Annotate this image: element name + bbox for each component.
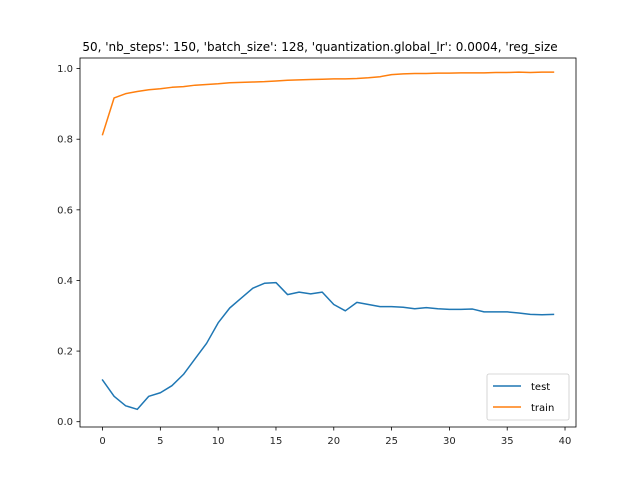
legend-label-test: test bbox=[531, 382, 550, 393]
x-tick-label: 40 bbox=[559, 436, 572, 447]
series-line-train bbox=[101, 71, 555, 136]
axes-frame bbox=[79, 57, 577, 428]
y-tick-label: 0.0 bbox=[57, 417, 73, 428]
x-tick-label: 0 bbox=[99, 436, 105, 447]
y-axis: 0.0 0.2 0.4 0.6 0.8 1.0 bbox=[57, 64, 80, 428]
legend-label-train: train bbox=[531, 403, 554, 414]
y-tick-label: 0.2 bbox=[57, 347, 73, 358]
legend-box bbox=[486, 373, 570, 421]
x-tick-label: 15 bbox=[270, 436, 283, 447]
y-tick-label: 1.0 bbox=[57, 64, 73, 75]
x-tick-label: 35 bbox=[501, 436, 514, 447]
x-tick-label: 25 bbox=[385, 436, 398, 447]
legend: test train bbox=[486, 373, 570, 421]
series-line-test bbox=[101, 281, 555, 411]
y-tick-label: 0.8 bbox=[57, 135, 73, 146]
x-tick-label: 10 bbox=[212, 436, 225, 447]
x-axis: 0 5 10 15 20 25 30 35 40 bbox=[99, 427, 571, 447]
chart-title: 50, 'nb_steps': 150, 'batch_size': 128, … bbox=[82, 40, 557, 54]
x-tick-label: 5 bbox=[157, 436, 163, 447]
y-tick-label: 0.6 bbox=[57, 205, 73, 216]
x-tick-label: 20 bbox=[327, 436, 340, 447]
x-tick-label: 30 bbox=[443, 436, 456, 447]
y-tick-label: 0.4 bbox=[57, 276, 73, 287]
series-lines bbox=[101, 71, 555, 411]
